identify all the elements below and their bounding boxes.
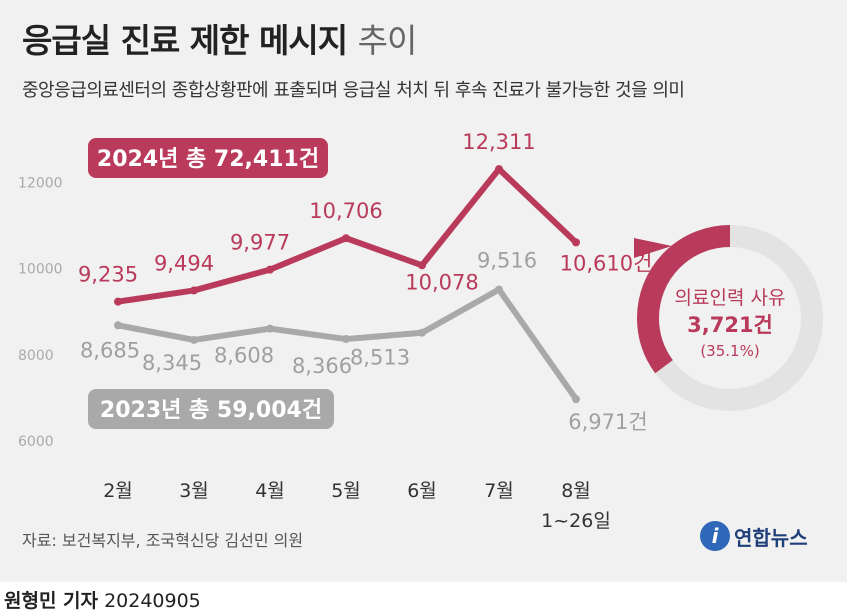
x-category-label: 4월 xyxy=(255,480,285,502)
x-category-label: 7월 xyxy=(484,480,514,502)
publish-date: 20240905 xyxy=(104,590,201,612)
donut-value: 3,721건 xyxy=(687,313,773,337)
infographic-panel xyxy=(0,0,847,582)
data-point xyxy=(114,321,122,330)
series-legend-badges: 2024년 총 72,411건 2023년 총 59,004건 xyxy=(88,138,672,429)
data-label: 8,513 xyxy=(350,346,410,370)
y-tick-label: 6000 xyxy=(18,434,54,450)
donut-title: 의료인력 사유 xyxy=(675,287,786,309)
data-label: 12,311 xyxy=(462,130,535,154)
data-point xyxy=(418,261,426,270)
data-point xyxy=(418,328,426,337)
data-point xyxy=(266,265,274,274)
y-tick-label: 8000 xyxy=(18,348,54,364)
data-point xyxy=(572,238,580,247)
data-point xyxy=(114,297,122,306)
x-category-label: 8월 xyxy=(561,480,591,502)
yonhap-logo-icon: i xyxy=(700,521,730,551)
y-tick-label: 10000 xyxy=(18,262,63,278)
x-category-sublabel: 1~26일 xyxy=(541,510,611,532)
x-category-label: 6월 xyxy=(407,480,437,502)
x-category-label: 2월 xyxy=(103,480,133,502)
page-title: 응급실 진료 제한 메시지 추이 xyxy=(22,14,418,62)
series-line xyxy=(115,286,579,403)
x-category-label: 3월 xyxy=(179,480,209,502)
yonhap-logo: i 연합뉴스 xyxy=(700,518,808,554)
source-note: 자료: 보건복지부, 조국혁신당 김선민 의원 xyxy=(22,531,304,550)
data-label: 8,685 xyxy=(80,338,140,362)
data-point xyxy=(190,286,198,295)
data-label: 9,494 xyxy=(154,251,214,275)
data-label: 9,516 xyxy=(477,249,537,273)
data-label: 8,366 xyxy=(292,354,352,378)
series-badge xyxy=(88,138,328,178)
line-chart: 6000 8000 10000 12000 2월 3월 4월 5월 6월 7월 8월 1~26일 8… xyxy=(18,130,823,532)
donut-percent: (35.1%) xyxy=(700,342,759,360)
subtitle: 중앙응급의료센터의 종합상황판에 표출되며 응급실 처치 뒤 후속 진료가 불가… xyxy=(22,80,685,101)
reporter-name: 원형민 기자 xyxy=(4,590,99,612)
data-label: 10,078 xyxy=(405,270,478,294)
title-main: 응급실 진료 제한 메시지 xyxy=(22,21,348,60)
data-point xyxy=(495,285,503,294)
data-label: 9,235 xyxy=(78,263,138,287)
data-label: 8,345 xyxy=(142,351,202,375)
data-point xyxy=(190,335,198,344)
donut-chart: 의료인력 사유 3,721건 (35.1%) xyxy=(637,225,823,411)
data-label: 9,977 xyxy=(230,231,290,255)
byline: 원형민 기자 20240905 xyxy=(4,586,201,613)
series-badge xyxy=(88,389,334,429)
data-label: 8,608 xyxy=(214,344,274,368)
x-axis-categories: 2월 3월 4월 5월 6월 7월 8월 1~26일 xyxy=(103,480,611,532)
x-category-label: 5월 xyxy=(331,480,361,502)
y-tick-label: 12000 xyxy=(18,175,63,191)
data-point xyxy=(342,335,350,344)
logo-text: 연합뉴스 xyxy=(734,525,808,550)
title-suffix: 추이 xyxy=(357,21,418,60)
series-badge-label: 2024년 총 72,411건 xyxy=(97,147,319,172)
series-badge-label: 2023년 총 59,004건 xyxy=(100,398,322,423)
donut-pointer xyxy=(634,238,672,258)
y-axis-ticks: 6000 8000 10000 12000 xyxy=(18,175,63,450)
data-point xyxy=(342,234,350,243)
data-point xyxy=(572,395,580,404)
donut-segment xyxy=(637,225,823,411)
data-label: 10,706 xyxy=(309,199,382,223)
data-point xyxy=(266,324,274,333)
data-label: 6,971건 xyxy=(568,410,647,434)
data-point xyxy=(495,165,503,174)
